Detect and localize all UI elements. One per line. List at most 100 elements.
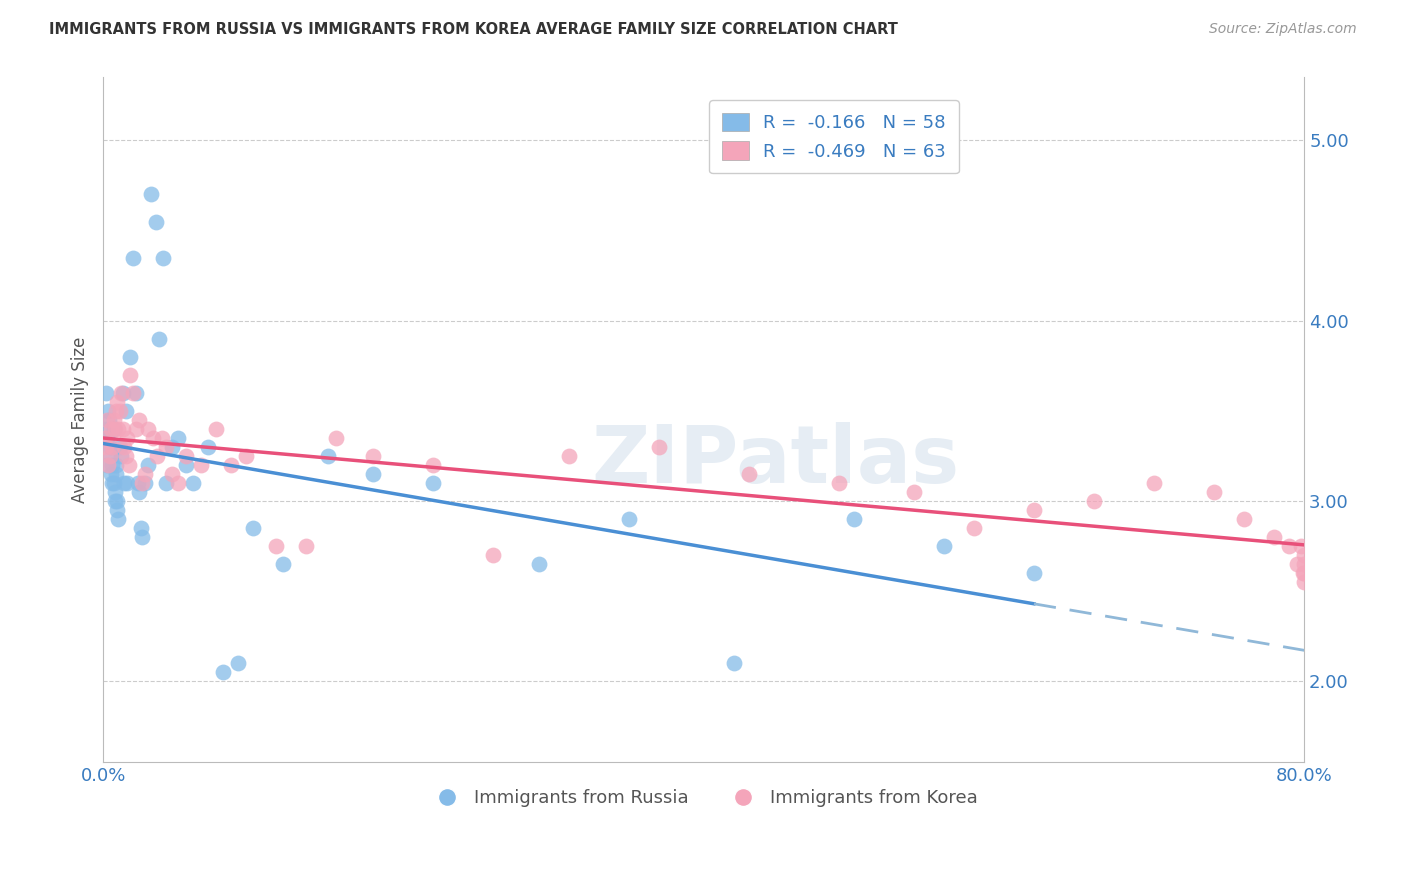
Point xyxy=(482,548,505,562)
Point xyxy=(903,484,925,499)
Point xyxy=(167,475,190,490)
Point xyxy=(120,368,142,382)
Point xyxy=(94,440,117,454)
Point xyxy=(1294,548,1316,562)
Point xyxy=(527,557,550,571)
Point xyxy=(100,449,122,463)
Legend: Immigrants from Russia, Immigrants from Korea: Immigrants from Russia, Immigrants from … xyxy=(422,782,986,814)
Point xyxy=(226,656,249,670)
Point xyxy=(146,449,169,463)
Point xyxy=(122,385,145,400)
Point xyxy=(134,467,156,481)
Point xyxy=(125,385,148,400)
Point xyxy=(98,440,121,454)
Point xyxy=(120,350,142,364)
Point xyxy=(617,511,640,525)
Point xyxy=(101,458,124,472)
Point xyxy=(155,475,177,490)
Point xyxy=(1294,557,1316,571)
Point xyxy=(131,530,153,544)
Point xyxy=(325,431,347,445)
Point xyxy=(647,440,669,454)
Point xyxy=(1294,566,1316,580)
Point xyxy=(96,458,118,472)
Point xyxy=(1289,539,1312,553)
Point xyxy=(235,449,257,463)
Point xyxy=(93,422,115,436)
Point xyxy=(190,458,212,472)
Point xyxy=(96,431,118,445)
Point xyxy=(115,475,138,490)
Point xyxy=(1143,475,1166,490)
Point xyxy=(152,251,174,265)
Point xyxy=(105,502,128,516)
Point xyxy=(1204,484,1226,499)
Point xyxy=(264,539,287,553)
Point xyxy=(97,458,120,472)
Point xyxy=(101,475,124,490)
Point xyxy=(141,187,163,202)
Point xyxy=(842,511,865,525)
Point xyxy=(104,422,127,436)
Point xyxy=(104,403,127,417)
Point xyxy=(94,385,117,400)
Point xyxy=(145,214,167,228)
Point xyxy=(363,449,385,463)
Point xyxy=(242,521,264,535)
Point xyxy=(128,412,150,426)
Point xyxy=(98,412,121,426)
Point xyxy=(98,449,121,463)
Point xyxy=(101,440,124,454)
Point xyxy=(738,467,761,481)
Point xyxy=(114,449,136,463)
Point xyxy=(96,412,118,426)
Point xyxy=(142,431,165,445)
Point xyxy=(197,440,219,454)
Point xyxy=(271,557,294,571)
Point xyxy=(1083,493,1105,508)
Point xyxy=(103,422,125,436)
Point xyxy=(363,467,385,481)
Text: IMMIGRANTS FROM RUSSIA VS IMMIGRANTS FROM KOREA AVERAGE FAMILY SIZE CORRELATION : IMMIGRANTS FROM RUSSIA VS IMMIGRANTS FRO… xyxy=(49,22,898,37)
Point xyxy=(105,493,128,508)
Point xyxy=(1263,530,1285,544)
Point xyxy=(422,458,444,472)
Point xyxy=(111,422,134,436)
Point xyxy=(174,449,197,463)
Point xyxy=(155,440,177,454)
Point xyxy=(110,449,132,463)
Point xyxy=(136,458,159,472)
Point xyxy=(97,403,120,417)
Point xyxy=(136,422,159,436)
Point xyxy=(112,440,135,454)
Point xyxy=(181,475,204,490)
Point xyxy=(105,394,128,409)
Point xyxy=(127,475,149,490)
Point xyxy=(112,475,135,490)
Point xyxy=(828,475,851,490)
Point xyxy=(118,458,141,472)
Text: ZIPatlas: ZIPatlas xyxy=(592,422,960,500)
Point xyxy=(160,467,183,481)
Y-axis label: Average Family Size: Average Family Size xyxy=(72,336,89,503)
Point xyxy=(107,511,129,525)
Point xyxy=(93,431,115,445)
Point xyxy=(122,251,145,265)
Point xyxy=(422,475,444,490)
Point xyxy=(128,484,150,499)
Point xyxy=(295,539,318,553)
Point xyxy=(103,412,125,426)
Point xyxy=(1285,557,1308,571)
Point xyxy=(105,458,128,472)
Point xyxy=(148,332,170,346)
Point xyxy=(108,403,131,417)
Point xyxy=(212,665,235,679)
Text: Source: ZipAtlas.com: Source: ZipAtlas.com xyxy=(1209,22,1357,37)
Point xyxy=(131,475,153,490)
Point xyxy=(219,458,242,472)
Point xyxy=(150,431,173,445)
Point xyxy=(134,475,156,490)
Point xyxy=(1278,539,1301,553)
Point xyxy=(100,467,122,481)
Point xyxy=(104,467,127,481)
